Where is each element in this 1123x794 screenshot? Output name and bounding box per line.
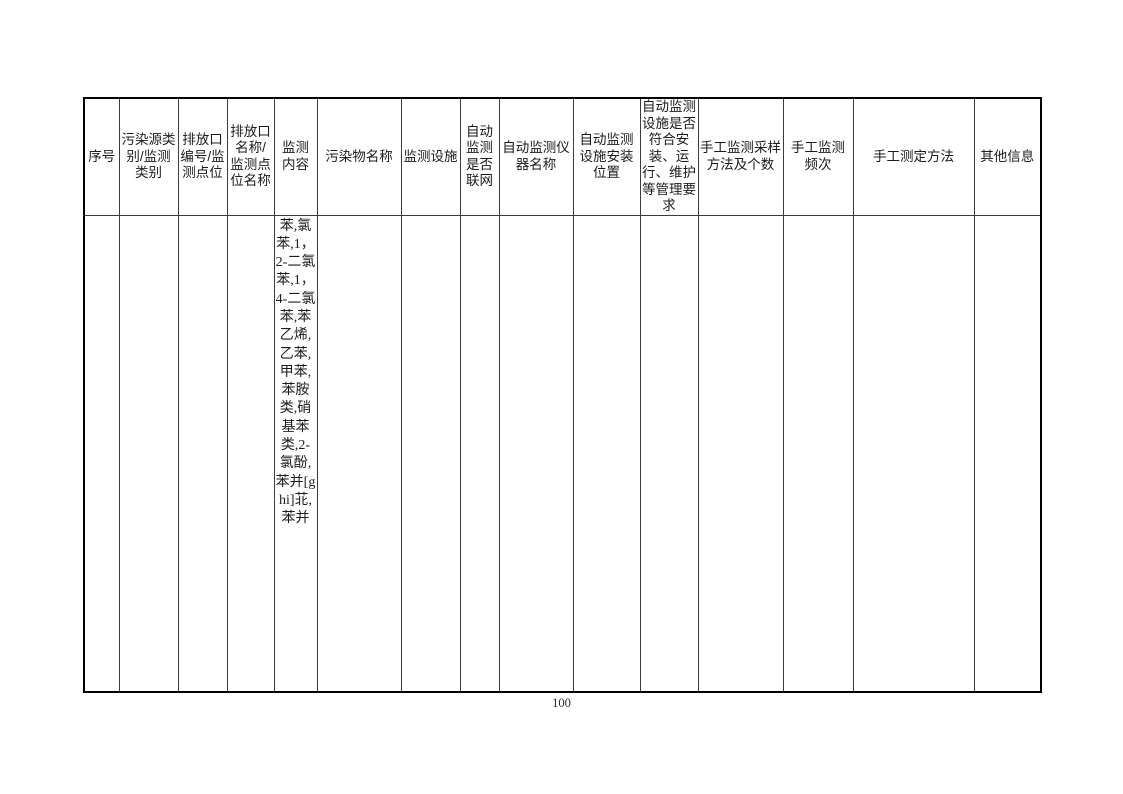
monitoring-table: 序号 污染源类别/监测类别 排放口编号/监测点位 排放口名称/监测点位名称 监测… (83, 97, 1042, 693)
col-header-serial-number: 序号 (83, 97, 120, 216)
col-header-manual-monitoring-frequency: 手工监测频次 (782, 97, 854, 216)
col-header-auto-monitoring-compliance: 自动监测设施是否符合安装、运行、维护等管理要求 (639, 97, 699, 216)
table-row: 苯,氯苯,1，2-二氯苯,1，4-二氯苯,苯乙烯,乙苯,甲苯,苯胺类,硝基苯类,… (83, 214, 1042, 693)
cell-manual-sampling-method-count (697, 214, 784, 693)
cell-auto-monitoring-compliance (639, 214, 699, 693)
col-header-other-info: 其他信息 (973, 97, 1042, 216)
col-header-manual-determination-method: 手工测定方法 (852, 97, 975, 216)
cell-manual-determination-method (852, 214, 975, 693)
cell-auto-monitoring-networked (459, 214, 500, 693)
cell-other-info (973, 214, 1042, 693)
col-header-auto-monitoring-install-location: 自动监测设施安装位置 (572, 97, 641, 216)
col-header-pollutant-name: 污染物名称 (316, 97, 402, 216)
cell-pollution-source-category (118, 214, 179, 693)
cell-monitoring-content: 苯,氯苯,1，2-二氯苯,1，4-二氯苯,苯乙烯,乙苯,甲苯,苯胺类,硝基苯类,… (273, 214, 318, 693)
cell-serial-number (83, 214, 120, 693)
cell-monitoring-facility (400, 214, 461, 693)
page-number: 100 (552, 696, 571, 710)
table-header-row: 序号 污染源类别/监测类别 排放口编号/监测点位 排放口名称/监测点位名称 监测… (83, 97, 1042, 216)
cell-outlet-name (226, 214, 275, 693)
col-header-outlet-number: 排放口编号/监测点位 (177, 97, 228, 216)
col-header-auto-monitoring-instrument-name: 自动监测仪器名称 (498, 97, 574, 216)
cell-auto-monitoring-instrument-name (498, 214, 574, 693)
cell-auto-monitoring-install-location (572, 214, 641, 693)
col-header-manual-sampling-method-count: 手工监测采样方法及个数 (697, 97, 784, 216)
col-header-pollution-source-category: 污染源类别/监测类别 (118, 97, 179, 216)
col-header-monitoring-content: 监测内容 (273, 97, 318, 216)
cell-outlet-number (177, 214, 228, 693)
col-header-outlet-name: 排放口名称/监测点位名称 (226, 97, 275, 216)
cell-manual-monitoring-frequency (782, 214, 854, 693)
col-header-monitoring-facility: 监测设施 (400, 97, 461, 216)
cell-pollutant-name (316, 214, 402, 693)
col-header-auto-monitoring-networked: 自动监测是否联网 (459, 97, 500, 216)
